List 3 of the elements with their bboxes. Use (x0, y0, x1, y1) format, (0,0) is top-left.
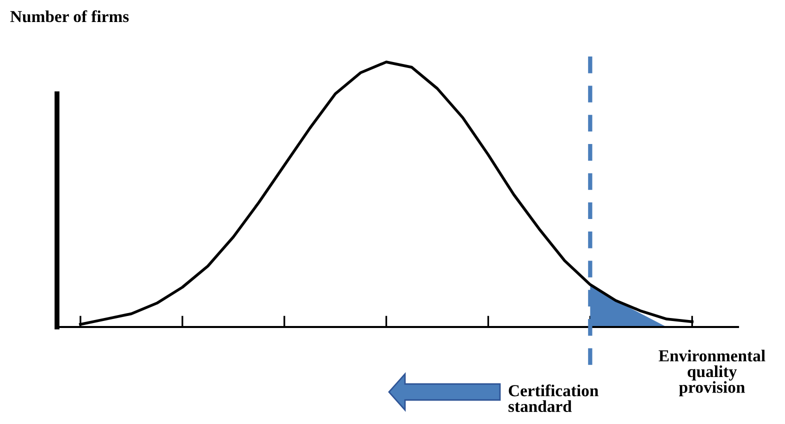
x-axis-title: Environmental quality provision (658, 350, 766, 396)
y-axis-title: Number of firms (10, 10, 129, 22)
text: Certification standard (508, 384, 598, 412)
